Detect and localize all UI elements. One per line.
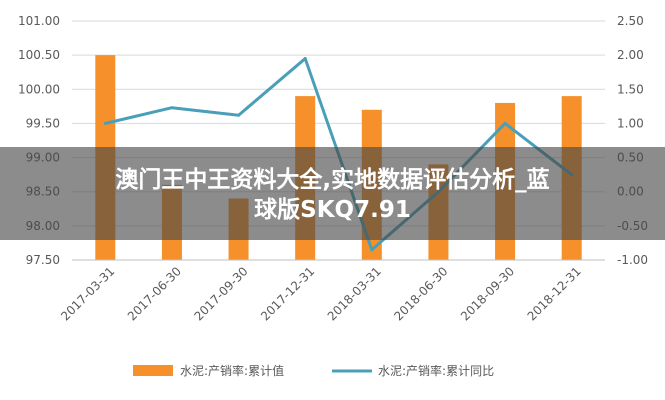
line-point <box>370 248 374 252</box>
line-point <box>103 121 107 125</box>
overlay-title-line2: 球版SKQ7.91 <box>254 197 411 223</box>
y-right-tick-label: 2.50 <box>617 14 644 28</box>
y-right-tick-label: 1.00 <box>617 116 644 130</box>
line-point <box>303 57 307 61</box>
overlay-banner <box>0 147 665 240</box>
x-tick-label: 2018-09-30 <box>458 264 517 323</box>
y-left-tick-label: 101.00 <box>18 14 60 28</box>
legend: 水泥:产销率:累计值 水泥:产销率:累计同比 <box>133 363 494 378</box>
legend-label-line: 水泥:产销率:累计同比 <box>378 363 494 378</box>
x-tick-label: 2017-12-31 <box>258 264 317 323</box>
x-tick-label: 2018-12-31 <box>525 264 584 323</box>
x-tick-label: 2017-09-30 <box>191 264 250 323</box>
y-left-tick-label: 97.50 <box>26 253 60 267</box>
line-point <box>503 121 507 125</box>
y-right-tick-label: 2.00 <box>617 48 644 62</box>
x-tick-label: 2018-03-31 <box>325 264 384 323</box>
overlay-title: 澳门王中王资料大全,实地数据评估分析_蓝 球版SKQ7.91 <box>0 165 665 225</box>
x-tick-label: 2017-06-30 <box>125 264 184 323</box>
y-left-tick-label: 99.50 <box>26 116 60 130</box>
y-left-tick-label: 100.00 <box>18 82 60 96</box>
x-tick-label: 2018-06-30 <box>391 264 450 323</box>
y-right-tick-label: -1.00 <box>617 253 648 267</box>
legend-label-bar: 水泥:产销率:累计值 <box>180 363 284 378</box>
line-point <box>237 113 241 117</box>
y-right-tick-label: 1.50 <box>617 82 644 96</box>
overlay-title-line1: 澳门王中王资料大全,实地数据评估分析_蓝 <box>115 167 550 193</box>
y-left-tick-label: 100.50 <box>18 48 60 62</box>
x-tick-label: 2017-03-31 <box>58 264 117 323</box>
legend-swatch-bar <box>133 365 173 376</box>
line-point <box>170 106 174 110</box>
